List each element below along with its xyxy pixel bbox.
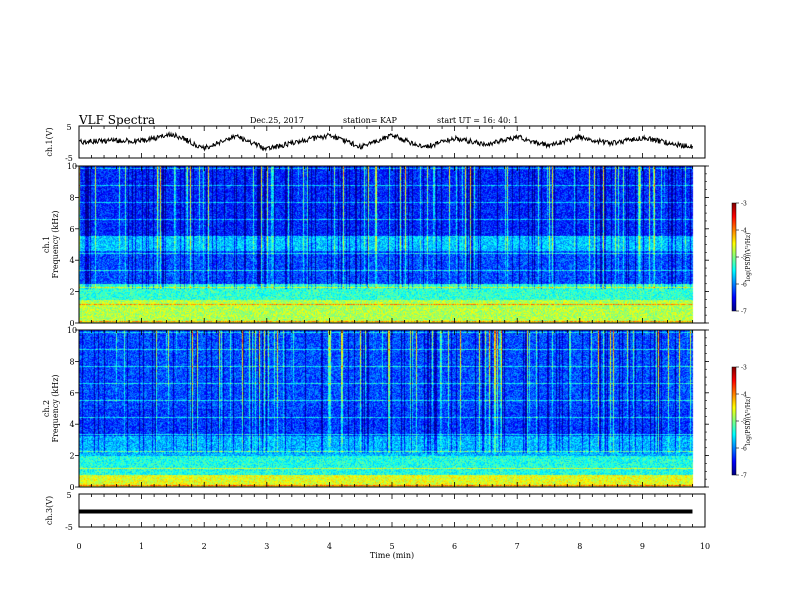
spectrogram-channel-label: ch.1 [42, 236, 51, 253]
spectrogram-ylabel: Frequency (kHz) [51, 374, 60, 442]
freq-tick-label: 4 [69, 420, 74, 429]
freq-tick-label: 0 [69, 319, 74, 328]
y-tick-label: 5 [66, 491, 71, 500]
x-tick-label: 6 [452, 542, 457, 551]
colorbar-tick-label: -5 [741, 255, 747, 262]
colorbar-tick-label: -6 [741, 446, 747, 453]
x-tick-label: 5 [389, 542, 394, 551]
x-tick-label: 2 [202, 542, 207, 551]
date-label: Dec.25, 2017 [250, 116, 304, 125]
freq-tick-label: 10 [67, 162, 77, 171]
x-tick-label: 1 [139, 542, 144, 551]
waveform-ch1-line [78, 131, 693, 152]
x-axis-label: Time (min) [370, 551, 414, 560]
x-tick-label: 7 [515, 542, 520, 551]
colorbar-s1 [731, 202, 737, 312]
x-tick-label: 8 [577, 542, 582, 551]
figure-title: VLF Spectra [79, 113, 156, 127]
y-tick-label: -5 [65, 154, 73, 163]
x-tick-label: 10 [700, 542, 710, 551]
freq-tick-label: 6 [69, 389, 74, 398]
colorbar-tick-label: -5 [741, 419, 747, 426]
start-time-label: start UT = 16: 40: 1 [437, 116, 519, 125]
colorbar-tick-label: -4 [741, 392, 747, 399]
freq-tick-label: 2 [69, 452, 74, 461]
freq-tick-label: 8 [69, 357, 74, 366]
freq-tick-label: 0 [69, 483, 74, 492]
spectrogram-ch1 [79, 166, 705, 323]
y-tick-label: -5 [65, 523, 73, 532]
freq-tick-label: 8 [69, 193, 74, 202]
spectrogram-ch2 [79, 330, 705, 487]
x-tick-label: 3 [264, 542, 269, 551]
colorbar-tick-label: -4 [741, 228, 747, 235]
x-tick-label: 4 [327, 542, 332, 551]
freq-tick-label: 6 [69, 225, 74, 234]
y-tick-label: 5 [66, 123, 71, 132]
colorbar-tick-label: -3 [741, 201, 747, 208]
station-label: station= KAP [343, 116, 397, 125]
colorbar-tick-label: -6 [741, 282, 747, 289]
freq-tick-label: 2 [69, 288, 74, 297]
x-tick-label: 0 [76, 542, 81, 551]
colorbar-s2 [731, 366, 737, 476]
spectrogram-ylabel: Frequency (kHz) [51, 210, 60, 278]
freq-tick-label: 10 [67, 326, 77, 335]
freq-tick-label: 4 [69, 256, 74, 265]
colorbar-label: log(PSD)(V²/Hz) [745, 397, 752, 446]
colorbar-label: log(PSD)(V²/Hz) [745, 233, 752, 282]
colorbar-tick-label: -3 [741, 365, 747, 372]
waveform-ylabel: ch.1(V) [45, 127, 54, 156]
colorbar-tick-label: -7 [741, 309, 747, 316]
spectrogram-channel-label: ch.2 [42, 400, 51, 417]
colorbar-tick-label: -7 [741, 473, 747, 480]
x-tick-label: 9 [640, 542, 645, 551]
waveform-ylabel: ch.3(V) [45, 496, 54, 525]
